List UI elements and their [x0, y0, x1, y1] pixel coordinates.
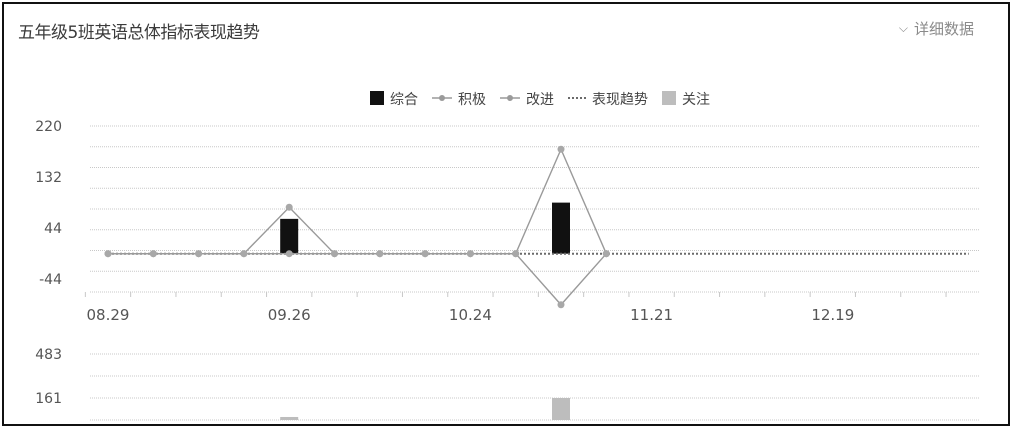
sub-plot-grid: [90, 353, 980, 421]
chart-legend[interactable]: 综合 积极 改进 表现趋势 关注: [370, 91, 710, 108]
improve-point: [376, 250, 384, 258]
detail-data-label: 详细数据: [913, 20, 974, 38]
legend-dot-positive: [439, 95, 445, 101]
composite-bar: [280, 218, 299, 254]
composite-bars: [280, 202, 570, 254]
improve-point: [466, 250, 474, 258]
concern-bar: [280, 416, 299, 420]
legend-item-improve[interactable]: 改进: [500, 92, 554, 108]
y-tick-label: -44: [39, 272, 62, 288]
sub-y-tick-label: 161: [35, 391, 62, 407]
chart-title: 五年级5班英语总体指标表现趋势: [18, 23, 260, 43]
legend-label-positive: 积极: [458, 92, 486, 108]
improve-point: [602, 250, 610, 258]
legend-dot-improve: [507, 95, 513, 101]
legend-item-concern[interactable]: 关注: [662, 91, 710, 108]
legend-marker-composite: [370, 91, 384, 105]
x-axis: 08.29 09.26 10.24 11.21 12.19: [84, 292, 947, 324]
legend-item-positive[interactable]: 积极: [432, 92, 486, 108]
main-plot-grid: [90, 125, 980, 293]
improve-line: [108, 252, 607, 306]
main-y-axis: 220 132 44 -44: [35, 119, 62, 288]
improve-point: [195, 250, 203, 258]
series-lines: [104, 145, 969, 309]
concern-bars: [280, 398, 570, 420]
positive-point: [285, 203, 293, 211]
chevron-down-icon: ⌵: [898, 21, 908, 35]
trend-chart: 综合 积极 改进 表现趋势 关注 220 132 44 -44 08.29 09.26 10.24…: [35, 91, 980, 421]
x-tick-label: 12.19: [811, 306, 854, 324]
sub-y-tick-label: 483: [35, 347, 62, 363]
legend-label-concern: 关注: [682, 92, 710, 108]
sub-y-axis: 483 161: [35, 347, 62, 407]
legend-label-trend: 表现趋势: [592, 92, 648, 108]
improve-point: [149, 250, 157, 258]
detail-data-toggle[interactable]: ⌵ 详细数据: [899, 18, 974, 39]
x-tick-label: 08.29: [87, 306, 130, 324]
improve-point: [104, 250, 112, 258]
legend-item-trend[interactable]: 表现趋势: [568, 92, 648, 108]
improve-point: [557, 301, 565, 309]
improve-point: [331, 250, 338, 258]
legend-marker-concern: [662, 91, 676, 105]
y-tick-label: 44: [44, 221, 62, 237]
legend-label-composite: 综合: [390, 92, 418, 108]
improve-point: [512, 250, 520, 258]
composite-bar: [552, 202, 570, 254]
x-tick-label: 09.26: [268, 306, 311, 324]
x-tick-label: 11.21: [630, 306, 673, 324]
concern-bar: [552, 398, 570, 420]
improve-point: [285, 250, 293, 258]
positive-point: [557, 145, 565, 153]
legend-label-improve: 改进: [526, 92, 554, 108]
y-tick-label: 220: [35, 119, 62, 135]
improve-point: [240, 250, 248, 258]
improve-point: [421, 250, 429, 258]
positive-line: [108, 147, 607, 255]
legend-item-composite[interactable]: 综合: [370, 91, 418, 108]
x-tick-label: 10.24: [449, 306, 492, 324]
y-tick-label: 132: [35, 170, 62, 186]
